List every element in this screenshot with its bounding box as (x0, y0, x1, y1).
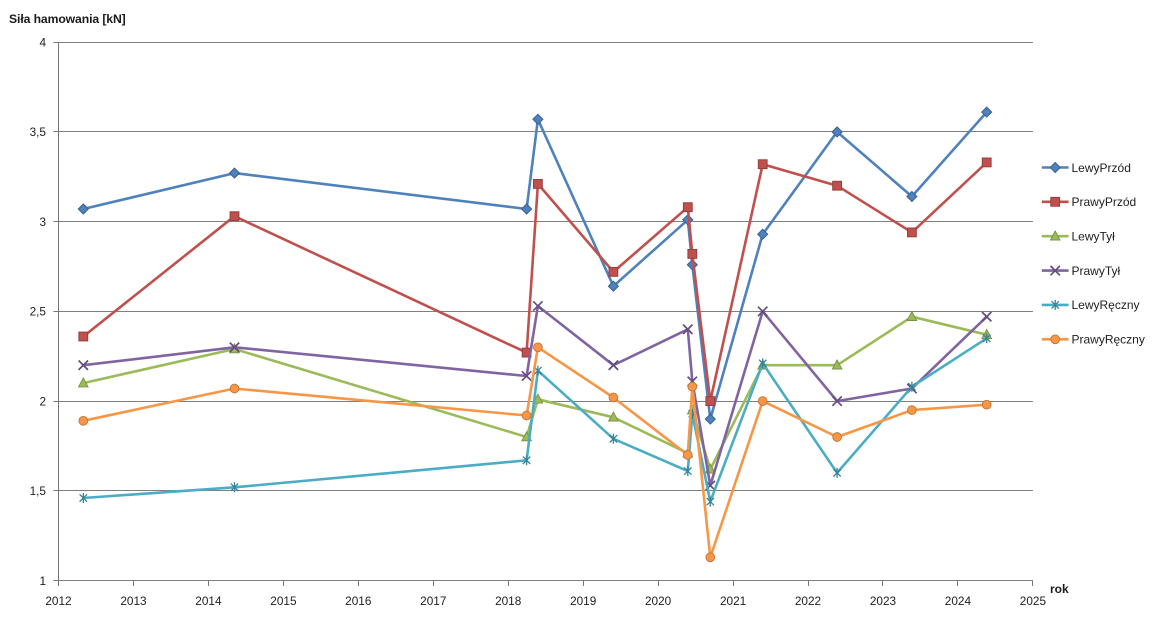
svg-text:rok: rok (1050, 582, 1069, 596)
svg-text:2017: 2017 (420, 594, 446, 608)
svg-text:2024: 2024 (945, 594, 972, 608)
svg-text:2015: 2015 (270, 594, 297, 608)
svg-text:2019: 2019 (570, 594, 596, 608)
svg-text:2020: 2020 (645, 594, 672, 608)
svg-text:PrawyPrzód: PrawyPrzód (1072, 195, 1137, 209)
svg-text:2014: 2014 (195, 594, 222, 608)
svg-text:LewyPrzód: LewyPrzód (1072, 161, 1131, 175)
svg-text:PrawyRęczny: PrawyRęczny (1072, 333, 1145, 347)
svg-text:2021: 2021 (720, 594, 746, 608)
svg-text:1: 1 (39, 574, 46, 588)
svg-text:2,5: 2,5 (30, 305, 47, 319)
svg-text:LewyTył: LewyTył (1072, 230, 1116, 244)
svg-text:2025: 2025 (1020, 594, 1047, 608)
svg-text:2023: 2023 (870, 594, 897, 608)
svg-text:3,5: 3,5 (30, 125, 47, 139)
svg-text:2012: 2012 (45, 594, 71, 608)
svg-text:LewyRęczny: LewyRęczny (1072, 298, 1140, 312)
svg-text:1,5: 1,5 (30, 484, 47, 498)
svg-text:2: 2 (39, 394, 46, 408)
svg-text:2018: 2018 (495, 594, 522, 608)
svg-text:Siła hamowania [kN]: Siła hamowania [kN] (9, 12, 126, 26)
svg-text:PrawyTył: PrawyTył (1072, 264, 1121, 278)
svg-text:2016: 2016 (345, 594, 372, 608)
svg-text:3: 3 (39, 215, 46, 229)
svg-text:2022: 2022 (795, 594, 821, 608)
svg-text:2013: 2013 (120, 594, 147, 608)
svg-text:4: 4 (39, 35, 46, 49)
